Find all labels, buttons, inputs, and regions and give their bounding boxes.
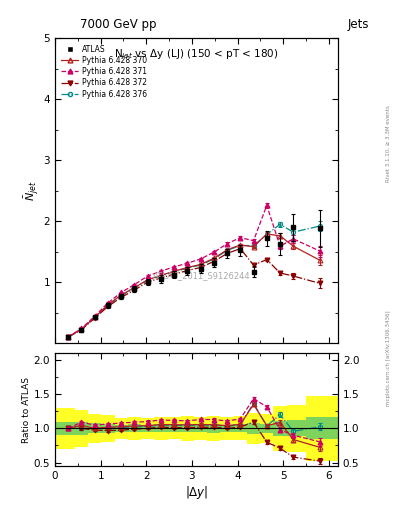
Text: Jets: Jets xyxy=(348,18,369,31)
Text: ATLAS_2011_S9126244: ATLAS_2011_S9126244 xyxy=(153,271,251,281)
Text: 7000 GeV pp: 7000 GeV pp xyxy=(80,18,156,31)
Legend: ATLAS, Pythia 6.428 370, Pythia 6.428 371, Pythia 6.428 372, Pythia 6.428 376: ATLAS, Pythia 6.428 370, Pythia 6.428 37… xyxy=(59,42,149,101)
Text: mcplots.cern.ch [arXiv:1306.3436]: mcplots.cern.ch [arXiv:1306.3436] xyxy=(386,311,391,406)
Text: Rivet 3.1.10, ≥ 3.3M events: Rivet 3.1.10, ≥ 3.3M events xyxy=(386,105,391,182)
Y-axis label: Ratio to ATLAS: Ratio to ATLAS xyxy=(22,377,31,442)
Text: N$_{jet}$ vs $\Delta$y (LJ) (150 < pT < 180): N$_{jet}$ vs $\Delta$y (LJ) (150 < pT < … xyxy=(114,48,279,62)
Y-axis label: $\bar{N}_{jet}$: $\bar{N}_{jet}$ xyxy=(22,180,41,201)
X-axis label: $|\Delta y|$: $|\Delta y|$ xyxy=(185,483,208,501)
